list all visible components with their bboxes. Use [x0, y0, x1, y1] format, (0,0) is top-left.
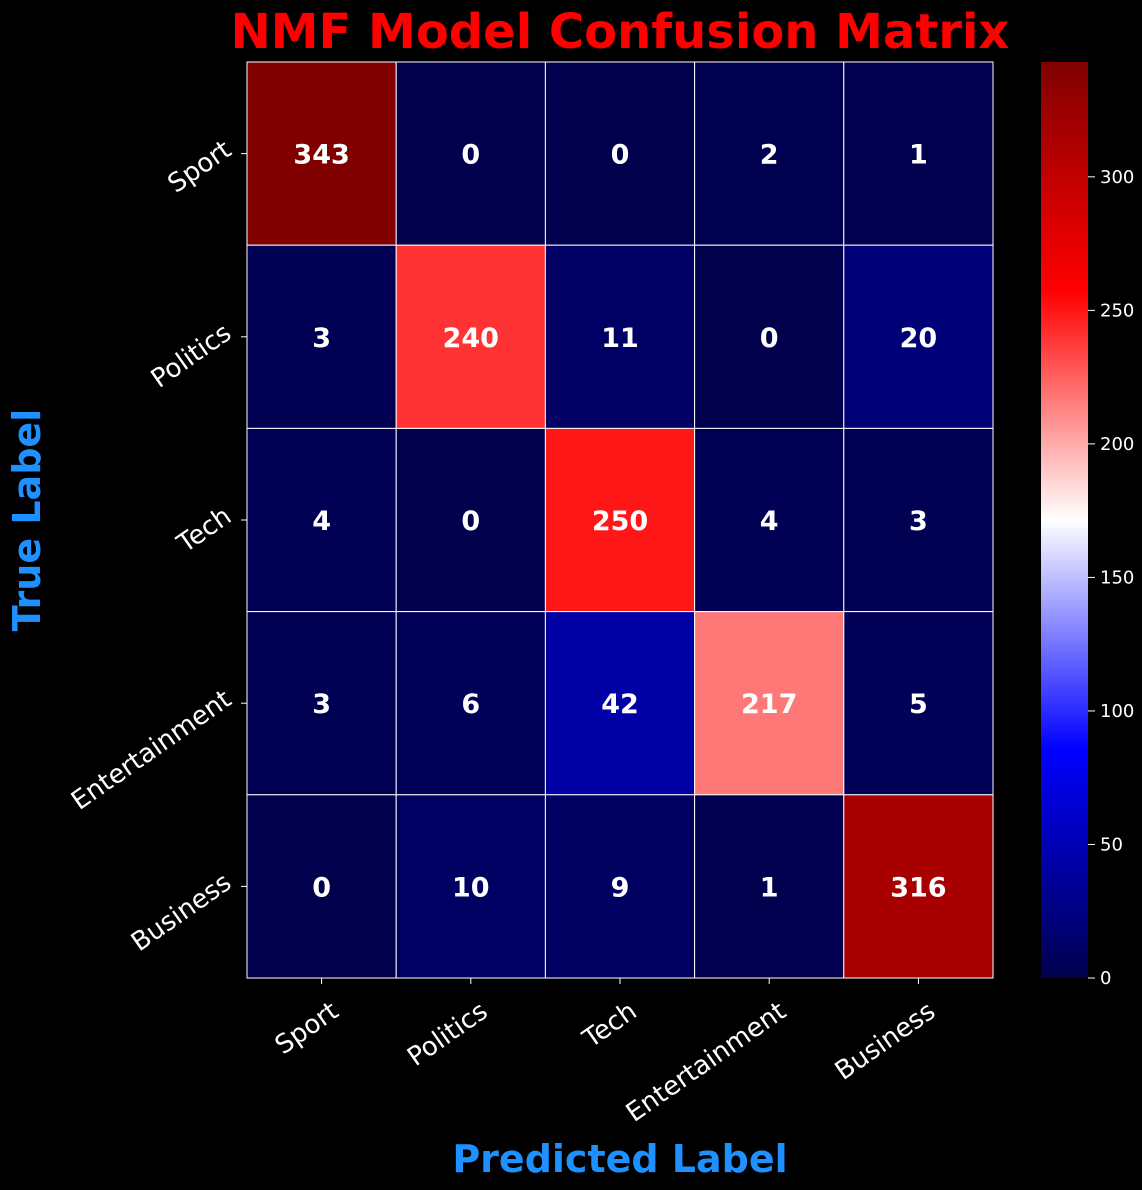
cell-value-label: 11: [601, 323, 639, 354]
heatmap-cell: [544, 427, 696, 613]
cell-value-label: 42: [601, 689, 639, 720]
heatmap-cell: [843, 427, 994, 613]
colorbar-tick-label: 100: [1100, 701, 1134, 722]
heatmap-cell: [395, 244, 546, 429]
colorbar-tick-label: 150: [1100, 567, 1134, 588]
cell-value-label: 250: [592, 506, 648, 537]
colorbar-tick-label: 250: [1100, 300, 1134, 321]
cell-value-label: 0: [760, 323, 779, 354]
cell-value-label: 10: [452, 872, 490, 903]
heatmap-cell: [544, 611, 696, 796]
cell-value-label: 240: [443, 323, 499, 354]
cell-value-label: 3: [312, 323, 331, 354]
heatmap-cell: [246, 244, 397, 429]
heatmap-cells: [246, 61, 994, 979]
x-axis-label: Predicted Label: [452, 1137, 787, 1181]
heatmap-cell: [694, 427, 845, 613]
heatmap-cell: [694, 611, 845, 796]
heatmap-cell: [395, 61, 546, 246]
heatmap-cell: [544, 244, 696, 429]
heatmap-cell: [544, 794, 696, 979]
cell-value-label: 0: [611, 140, 630, 171]
heatmap-cell: [246, 794, 397, 979]
colorbar-tick-label: 0: [1100, 968, 1111, 989]
heatmap-cell: [395, 794, 546, 979]
cell-value-label: 0: [461, 140, 480, 171]
cell-value-label: 1: [760, 872, 779, 903]
cell-value-label: 1: [909, 140, 928, 171]
cell-value-label: 4: [312, 506, 331, 537]
cell-value-label: 343: [293, 140, 349, 171]
cell-value-label: 6: [461, 689, 480, 720]
cell-value-label: 4: [760, 506, 779, 537]
heatmap-cell: [395, 611, 546, 796]
colorbar-tick-label: 50: [1100, 834, 1123, 855]
cell-value-label: 316: [890, 872, 946, 903]
cell-value-label: 3: [909, 506, 928, 537]
heatmap-cell: [246, 61, 397, 246]
colorbar-tick-label: 200: [1100, 434, 1134, 455]
cell-value-label: 5: [909, 689, 928, 720]
colorbar-ticks: 0 50 100 150 200 250 300: [1088, 167, 1134, 989]
colorbar: [1041, 62, 1088, 978]
cell-value-label: 2: [760, 140, 779, 171]
heatmap-cell-labels: 343 0 0 2 13 240 11 0 204 0 250 4 33 6 42 217 50 10 9 1 316: [293, 140, 946, 904]
cell-value-label: 9: [611, 872, 630, 903]
chart-title: NMF Model Confusion Matrix: [231, 4, 1010, 60]
cell-value-label: 3: [312, 689, 331, 720]
heatmap-cell: [843, 244, 994, 429]
heatmap-cell: [544, 61, 696, 246]
cell-value-label: 0: [461, 506, 480, 537]
heatmap-cell: [395, 427, 546, 613]
heatmap-cell: [694, 794, 845, 979]
cell-value-label: 217: [741, 689, 797, 720]
colorbar-tick-label: 300: [1100, 167, 1134, 188]
heatmap-cell: [843, 611, 994, 796]
heatmap-cell: [843, 794, 994, 979]
heatmap-cell: [694, 244, 845, 429]
heatmap-cell: [694, 61, 845, 246]
heatmap-cell: [246, 611, 397, 796]
cell-value-label: 20: [900, 323, 938, 354]
y-axis-label: True Label: [5, 409, 49, 631]
cell-value-label: 0: [312, 872, 331, 903]
